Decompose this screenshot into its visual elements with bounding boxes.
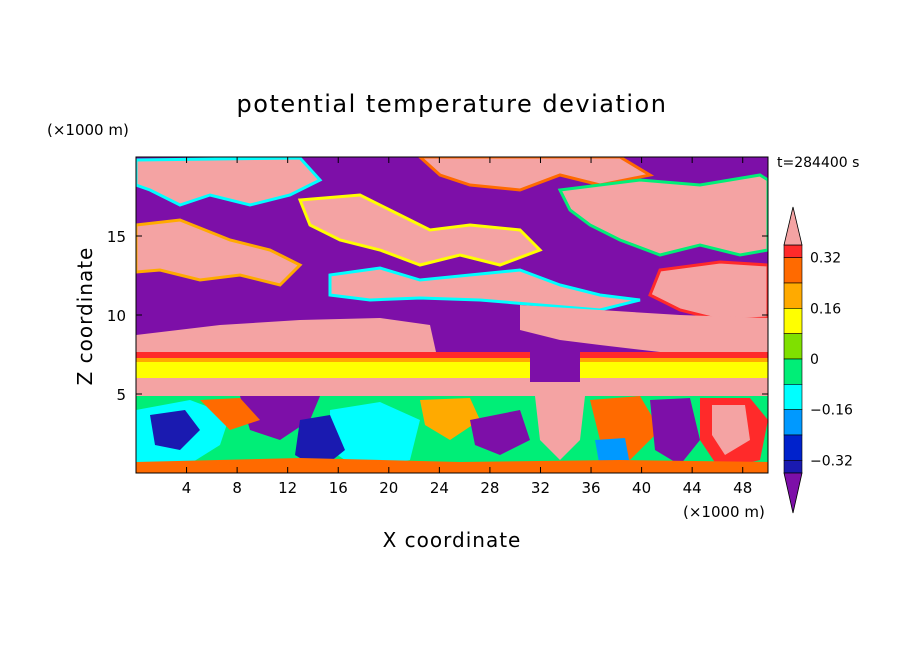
upper-warm-region (417, 157, 655, 192)
upper-warm-region (557, 173, 768, 257)
colorbar-tick-label: 0.16 (810, 301, 841, 317)
y-axis: 5 10 15 (107, 228, 768, 404)
colorbar-segment (783, 308, 803, 334)
band-yellow (136, 362, 768, 378)
x-tick-label: 48 (733, 479, 752, 497)
x-tick-label: 32 (531, 479, 550, 497)
x-tick-label: 36 (581, 479, 600, 497)
colorbar-bottom-extension (783, 472, 803, 514)
band-pink (136, 378, 768, 396)
x-tick-label: 16 (329, 479, 348, 497)
x-tick-label: 28 (480, 479, 499, 497)
y-axis-title: Z coordinate (73, 247, 97, 386)
x-tick-label: 20 (379, 479, 398, 497)
lower-cold-eddy (240, 396, 320, 440)
y-unit-label: (×1000 m) (47, 121, 129, 139)
band-orange (136, 358, 768, 362)
x-axis: 4 8 12 16 20 24 28 32 36 40 44 48 (182, 157, 752, 497)
upper-warm-region (136, 157, 323, 207)
colorbar-segment (783, 282, 803, 309)
x-tick-label: 24 (430, 479, 449, 497)
colorbar-segment (783, 409, 803, 436)
y-tick-label: 10 (107, 307, 126, 325)
x-tick-label: 44 (683, 479, 702, 497)
mid-warm-layer (136, 318, 436, 352)
time-label: t=284400 s (777, 155, 859, 171)
colorbar-tick-label: 0.32 (810, 251, 841, 267)
colorbar-segment (783, 460, 803, 474)
lower-warm-eddy (136, 458, 768, 473)
colorbar: 0.32 0.16 0 −0.16 −0.32 (783, 206, 853, 514)
band-red (136, 352, 768, 358)
chart-title: potential temperature deviation (237, 90, 668, 118)
band-gap (530, 352, 580, 382)
colorbar-segment (783, 434, 803, 461)
x-axis-title: X coordinate (383, 528, 522, 552)
x-tick-label: 12 (278, 479, 297, 497)
colorbar-segment (783, 384, 803, 410)
y-tick-label: 5 (116, 386, 126, 404)
lower-warm-eddy (200, 398, 260, 430)
colorbar-segment (783, 333, 803, 360)
y-tick-label: 15 (107, 228, 126, 246)
colorbar-tick-label: 0 (810, 352, 819, 368)
lower-cold-eddy (150, 410, 200, 450)
mid-warm-layer (520, 305, 768, 352)
lower-warm-eddy (420, 398, 480, 440)
colorbar-tick-label: −0.16 (810, 403, 853, 419)
lower-cold-eddy (470, 410, 530, 455)
lower-warm-plume (712, 405, 750, 455)
upper-warm-region (328, 266, 641, 312)
x-tick-label: 40 (632, 479, 651, 497)
colorbar-segment (783, 244, 803, 258)
colorbar-top-extension (783, 206, 803, 246)
colorbar-tick-label: −0.32 (810, 453, 853, 469)
lower-cold-eddy (650, 398, 700, 465)
plot-field (136, 157, 768, 473)
x-tick-label: 8 (232, 479, 242, 497)
x-unit-label: (×1000 m) (683, 503, 765, 521)
lower-cold-eddy (330, 402, 420, 470)
upper-warm-region (136, 218, 303, 287)
colorbar-segment (783, 257, 803, 284)
lower-cold-eddy (295, 415, 345, 470)
lower-warm-plume (535, 396, 585, 460)
colorbar-segment (783, 358, 803, 385)
x-tick-label: 4 (182, 479, 192, 497)
upper-warm-region (297, 193, 543, 267)
